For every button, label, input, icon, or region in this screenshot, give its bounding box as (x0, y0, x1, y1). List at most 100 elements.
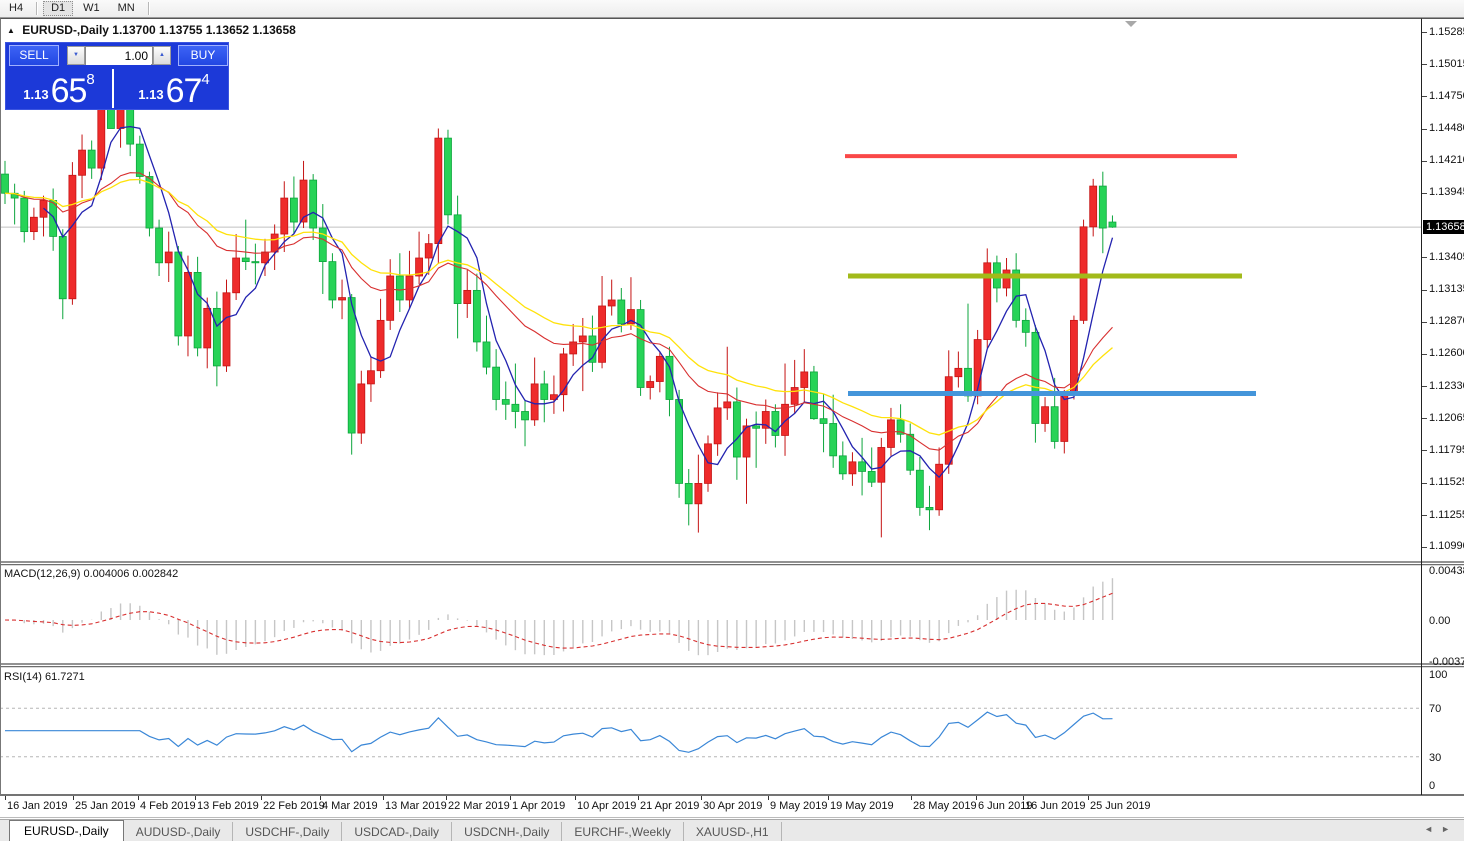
price-scale-label: 1.14750 (1429, 89, 1464, 102)
timeframe-button-mn[interactable]: MN (117, 2, 135, 14)
chart-title: ▲ EURUSD-,Daily 1.13700 1.13755 1.13652 … (7, 23, 296, 37)
candle-body (694, 483, 703, 505)
candle-body (145, 176, 154, 229)
candle-body (915, 469, 924, 508)
candle-body (569, 341, 578, 355)
candle-body (559, 353, 568, 396)
trade-panel-controls: SELL ▼ ▲ BUY (6, 43, 228, 68)
candle-body (174, 251, 183, 337)
price-scale-tick (1422, 192, 1427, 194)
candle-body (1041, 406, 1049, 424)
candle-body (492, 366, 501, 400)
candle-body (347, 297, 356, 434)
chart-tab-usdcnh[interactable]: USDCNH-,Daily (452, 822, 563, 841)
candle-body (819, 418, 828, 424)
sell-price-prefix: 1.13 (23, 87, 49, 102)
price-scale-label: 1.14210 (1429, 154, 1464, 167)
candle-body (877, 447, 886, 483)
candle-body (983, 262, 992, 340)
candle-body (655, 355, 664, 382)
candle-body (530, 383, 539, 421)
tab-scroll-left-icon[interactable]: ◄ (1424, 824, 1442, 834)
date-axis-tick (510, 796, 511, 800)
date-axis-label: 4 Mar 2019 (322, 800, 378, 812)
date-axis-label: 13 Feb 2019 (197, 800, 259, 812)
sell-price-display[interactable]: 1.13 65 8 (6, 69, 114, 108)
sell-price-pip: 8 (86, 71, 95, 88)
price-scale-label: 1.12600 (1429, 347, 1464, 360)
collapse-triangle-icon[interactable]: ▲ (7, 26, 15, 35)
candle-body (896, 419, 905, 435)
date-axis-tick (575, 796, 576, 800)
shift-marker-icon[interactable] (1125, 21, 1137, 27)
buy-price-display[interactable]: 1.13 67 4 (120, 69, 228, 108)
timeframe-button-h4[interactable]: H4 (9, 2, 24, 14)
candle-body (1108, 221, 1117, 228)
candle-body (203, 307, 212, 349)
candle-body (761, 411, 770, 429)
chart-tab-usdcad[interactable]: USDCAD-,Daily (342, 822, 453, 841)
candle-body (193, 271, 202, 349)
price-scale-tick (1422, 289, 1427, 291)
macd-scale-label: 0.00438 (1429, 564, 1464, 577)
price-scale-label: 1.11795 (1429, 443, 1464, 456)
macd-scale-label: -0.003711 (1429, 656, 1464, 668)
price-scale-tick (1422, 386, 1427, 388)
date-axis-label: 25 Jan 2019 (75, 800, 136, 812)
candle-body (482, 341, 491, 368)
date-axis-tick (701, 796, 702, 800)
price-scale-tick (1422, 450, 1427, 452)
price-scale-tick (1422, 418, 1427, 420)
candle-body (328, 261, 337, 301)
candle-body (155, 227, 163, 264)
candle-body (241, 257, 250, 263)
candle-body (135, 143, 144, 177)
price-scale-tick (1422, 32, 1427, 33)
candle-body (395, 275, 404, 301)
candle-body (684, 483, 693, 505)
candle-body (261, 251, 269, 264)
rsi-scale-label: 70 (1429, 703, 1442, 716)
candle-body (309, 179, 318, 229)
chart-tab-audusd[interactable]: AUDUSD-,Daily (124, 822, 234, 841)
price-scale-label: 1.14480 (1429, 122, 1464, 135)
date-axis-tick (320, 796, 321, 800)
date-axis-label: 22 Mar 2019 (448, 800, 510, 812)
ma-line-medium (4, 172, 1113, 451)
volume-input[interactable] (86, 47, 151, 65)
sell-button[interactable]: SELL (9, 45, 59, 66)
price-scale-label: 1.12330 (1429, 379, 1464, 392)
timeframe-button-d1[interactable]: D1 (43, 1, 74, 16)
volume-increase-button[interactable]: ▲ (153, 46, 171, 65)
candle-body (68, 174, 77, 300)
price-scale-label: 1.12065 (1429, 411, 1464, 424)
volume-decrease-button[interactable]: ▼ (67, 46, 85, 65)
date-axis-label: 30 Apr 2019 (703, 800, 763, 812)
buy-button[interactable]: BUY (178, 45, 228, 66)
toolbar-separator (36, 2, 39, 15)
chart-tab-eurchf[interactable]: EURCHF-,Weekly (562, 822, 684, 841)
chart-tab-xauusd[interactable]: XAUUSD-,H1 (684, 822, 782, 841)
candle-body (184, 271, 192, 337)
timeframe-button-w1[interactable]: W1 (83, 2, 100, 14)
chart-tab-eurusd[interactable]: EURUSD-,Daily (9, 820, 124, 841)
candle-body (838, 455, 847, 475)
candle-body (270, 233, 279, 253)
candle-body (732, 401, 741, 458)
candle-body (617, 299, 626, 325)
chart-tab-usdchf[interactable]: USDCHF-,Daily (233, 822, 343, 841)
candle-body (444, 137, 452, 216)
candle-body (598, 305, 606, 363)
candle-body (867, 471, 876, 483)
candle-body (357, 383, 366, 434)
candle-body (338, 297, 346, 301)
rsi-scale-label: 100 (1429, 669, 1448, 681)
candle-body (1021, 319, 1030, 333)
tab-scroll-right-icon[interactable]: ► (1441, 824, 1458, 834)
price-scale-tick (1422, 257, 1427, 259)
candle-body (386, 275, 395, 321)
candle-body (472, 289, 481, 343)
candle-body (299, 179, 308, 223)
